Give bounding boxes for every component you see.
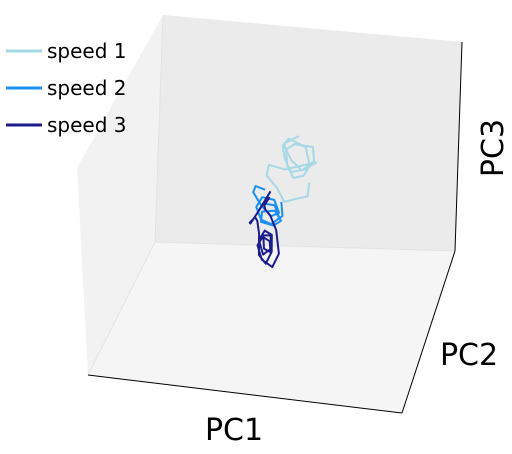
legend-label-speed-1: speed 1	[47, 39, 127, 63]
pc2-axis-line	[401, 250, 456, 414]
x-axis-label: PC1	[205, 413, 263, 448]
legend-label-speed-3: speed 3	[47, 113, 127, 137]
series-layer	[248, 135, 318, 269]
axis-lines	[87, 41, 463, 414]
series-line-speed-3	[248, 190, 280, 269]
pane-edges	[87, 14, 456, 376]
z-axis-label: PC3	[476, 119, 511, 177]
left-pane	[77, 15, 163, 375]
pc3-axis-line	[454, 41, 463, 252]
legend: speed 1 speed 2 speed 3	[6, 39, 127, 137]
y-axis-label: PC2	[440, 338, 498, 373]
series-line-speed-1	[265, 135, 318, 203]
back-pane	[155, 15, 462, 251]
floor-pane	[88, 242, 455, 413]
pc1-axis-line	[87, 374, 403, 414]
legend-label-speed-2: speed 2	[47, 76, 127, 100]
